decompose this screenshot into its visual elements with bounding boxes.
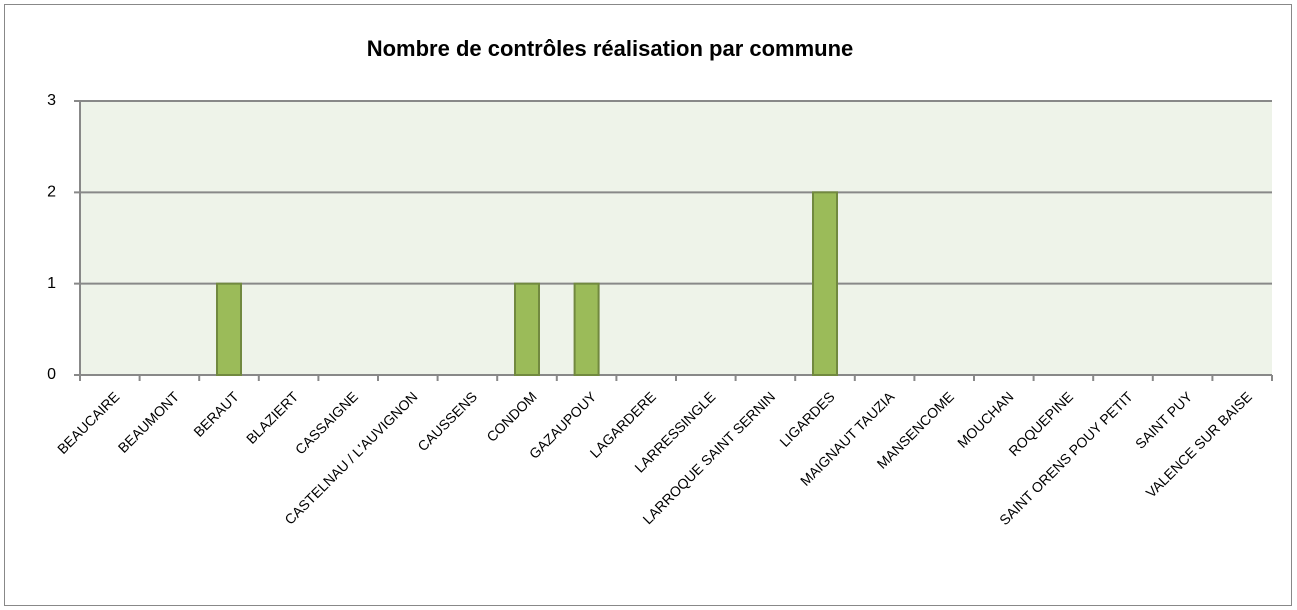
bar [216,282,242,376]
y-tick-label: 3 [47,92,56,109]
y-tick-label: 0 [47,366,56,383]
y-tick-label: 2 [47,184,56,201]
y-tick-label: 1 [47,275,56,292]
bar [573,282,600,376]
plot-area [80,101,1272,375]
bar [514,282,540,376]
chart-title: Nombre de contrôles réalisation par comm… [367,36,854,61]
bar [812,191,838,376]
